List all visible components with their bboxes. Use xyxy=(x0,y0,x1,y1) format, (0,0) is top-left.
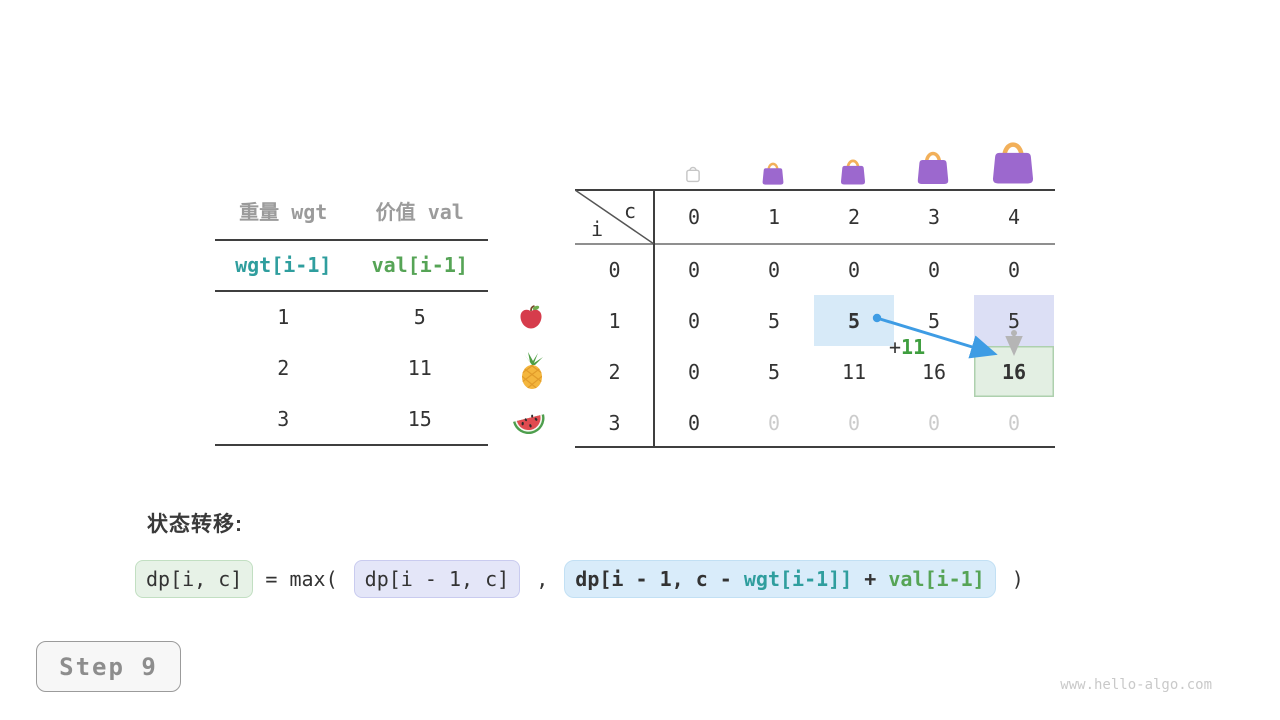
col-header-0: 0 xyxy=(687,205,701,229)
dp-row-1: 1 0 5 5 5 5 xyxy=(575,295,1055,346)
dp-cell-2-1: 5 xyxy=(767,359,781,384)
plus-value-annotation: +11 xyxy=(889,335,925,359)
dp-cell-2-4-highlight-target: 16 xyxy=(974,346,1054,397)
dp-table-header-rule xyxy=(575,243,1055,245)
formula-close-paren: ) xyxy=(999,567,1024,591)
watermelon-icon xyxy=(512,413,545,435)
item2-weight: 2 xyxy=(277,356,290,380)
dp-table-top-rule xyxy=(575,189,1055,191)
dp-cell-0-2: 0 xyxy=(847,257,861,282)
watermark-url: www.hello-algo.com xyxy=(1060,677,1212,693)
col-header-2: 2 xyxy=(847,205,861,229)
row-header-1: 1 xyxy=(608,308,621,333)
dp-cell-0-3: 0 xyxy=(927,257,941,282)
dp-table-vertical-rule xyxy=(653,189,655,448)
dp-cell-1-4-highlight-above: 5 xyxy=(974,295,1054,346)
apple-icon xyxy=(520,305,542,329)
option2-val-term: val[i-1] xyxy=(888,567,985,591)
plus-sign: + xyxy=(889,335,902,359)
bag-size-4-icon xyxy=(992,142,1034,184)
bag-size-3-icon xyxy=(917,151,949,184)
wgt-index-label: wgt[i-1] xyxy=(235,253,332,277)
items-table-top-rule xyxy=(215,239,488,241)
items-table-index-row: wgt[i-1] val[i-1] xyxy=(215,253,488,277)
dp-cell-1-2-highlight-source: 5 xyxy=(814,295,894,346)
item-row-2: 2 11 xyxy=(215,356,488,380)
dp-cell-2-3: 16 xyxy=(921,359,947,384)
dp-row-0: 0 0 0 0 0 0 xyxy=(575,244,1055,295)
dp-cell-2-2: 11 xyxy=(841,359,867,384)
formula-comma: , xyxy=(524,567,561,591)
dp-row-2: 2 0 5 11 16 16 xyxy=(575,346,1055,397)
option2-part1: dp[i - 1, c - xyxy=(575,567,744,591)
dp-cell-2-0: 0 xyxy=(687,359,701,384)
items-table-mid-rule xyxy=(215,290,488,292)
col-header-4: 4 xyxy=(1007,205,1021,229)
dp-col-headers: 0 1 2 3 4 xyxy=(654,190,1054,244)
item1-weight: 1 xyxy=(277,305,290,329)
bag-size-2-icon xyxy=(840,159,866,185)
items-table-bottom-rule xyxy=(215,444,488,446)
dp-cell-3-0: 0 xyxy=(687,410,701,435)
row-header-3: 3 xyxy=(608,410,621,435)
dp-cell-0-0: 0 xyxy=(687,257,701,282)
transition-formula: dp[i, c] = max( dp[i - 1, c] , dp[i - 1,… xyxy=(135,560,1024,598)
transition-heading: 状态转移: xyxy=(147,513,243,536)
option2-plus: + xyxy=(852,567,889,591)
item-row-3: 3 15 xyxy=(215,407,488,431)
weight-column-header: 重量 wgt xyxy=(239,200,328,224)
item3-weight: 3 xyxy=(277,407,290,431)
dp-cell-3-2-dimmed: 0 xyxy=(847,410,861,435)
formula-option2-pill: dp[i - 1, c - wgt[i-1]] + val[i-1] xyxy=(564,560,996,598)
corner-row-var: i xyxy=(591,217,604,241)
dp-cell-1-1: 5 xyxy=(767,308,781,333)
dp-cell-3-4-dimmed: 0 xyxy=(1007,410,1021,435)
dp-row-3: 3 0 0 0 0 0 xyxy=(575,397,1055,448)
value-column-header: 价值 val xyxy=(375,200,464,224)
added-value: 11 xyxy=(901,335,926,359)
dp-cell-1-0: 0 xyxy=(687,308,701,333)
empty-bag-icon xyxy=(686,166,700,183)
corner-col-var: c xyxy=(624,199,637,223)
item3-value: 15 xyxy=(407,407,432,431)
dp-cell-3-1-dimmed: 0 xyxy=(767,410,781,435)
item1-value: 5 xyxy=(413,305,426,329)
item-row-1: 1 5 xyxy=(215,305,488,329)
val-index-label: val[i-1] xyxy=(371,253,468,277)
formula-equals-max: = max( xyxy=(253,567,350,591)
dp-cell-3-3-dimmed: 0 xyxy=(927,410,941,435)
dp-table-bottom-rule xyxy=(575,446,1055,448)
formula-option1-pill: dp[i - 1, c] xyxy=(353,560,521,598)
dp-cell-0-1: 0 xyxy=(767,257,781,282)
row-header-2: 2 xyxy=(608,359,621,384)
corner-diagonal-line xyxy=(575,190,654,244)
pineapple-icon xyxy=(522,352,543,389)
col-header-3: 3 xyxy=(927,205,941,229)
dp-cell-0-4: 0 xyxy=(1007,257,1021,282)
col-header-1: 1 xyxy=(767,205,781,229)
option2-wgt-term: wgt[i-1]] xyxy=(743,567,853,591)
item2-value: 11 xyxy=(407,356,432,380)
formula-lhs-pill: dp[i, c] xyxy=(135,560,254,598)
items-table-header: 重量 wgt 价值 val xyxy=(215,196,488,225)
row-header-0: 0 xyxy=(608,257,621,282)
step-badge: Step 9 xyxy=(36,641,181,692)
bag-size-1-icon xyxy=(762,162,784,185)
